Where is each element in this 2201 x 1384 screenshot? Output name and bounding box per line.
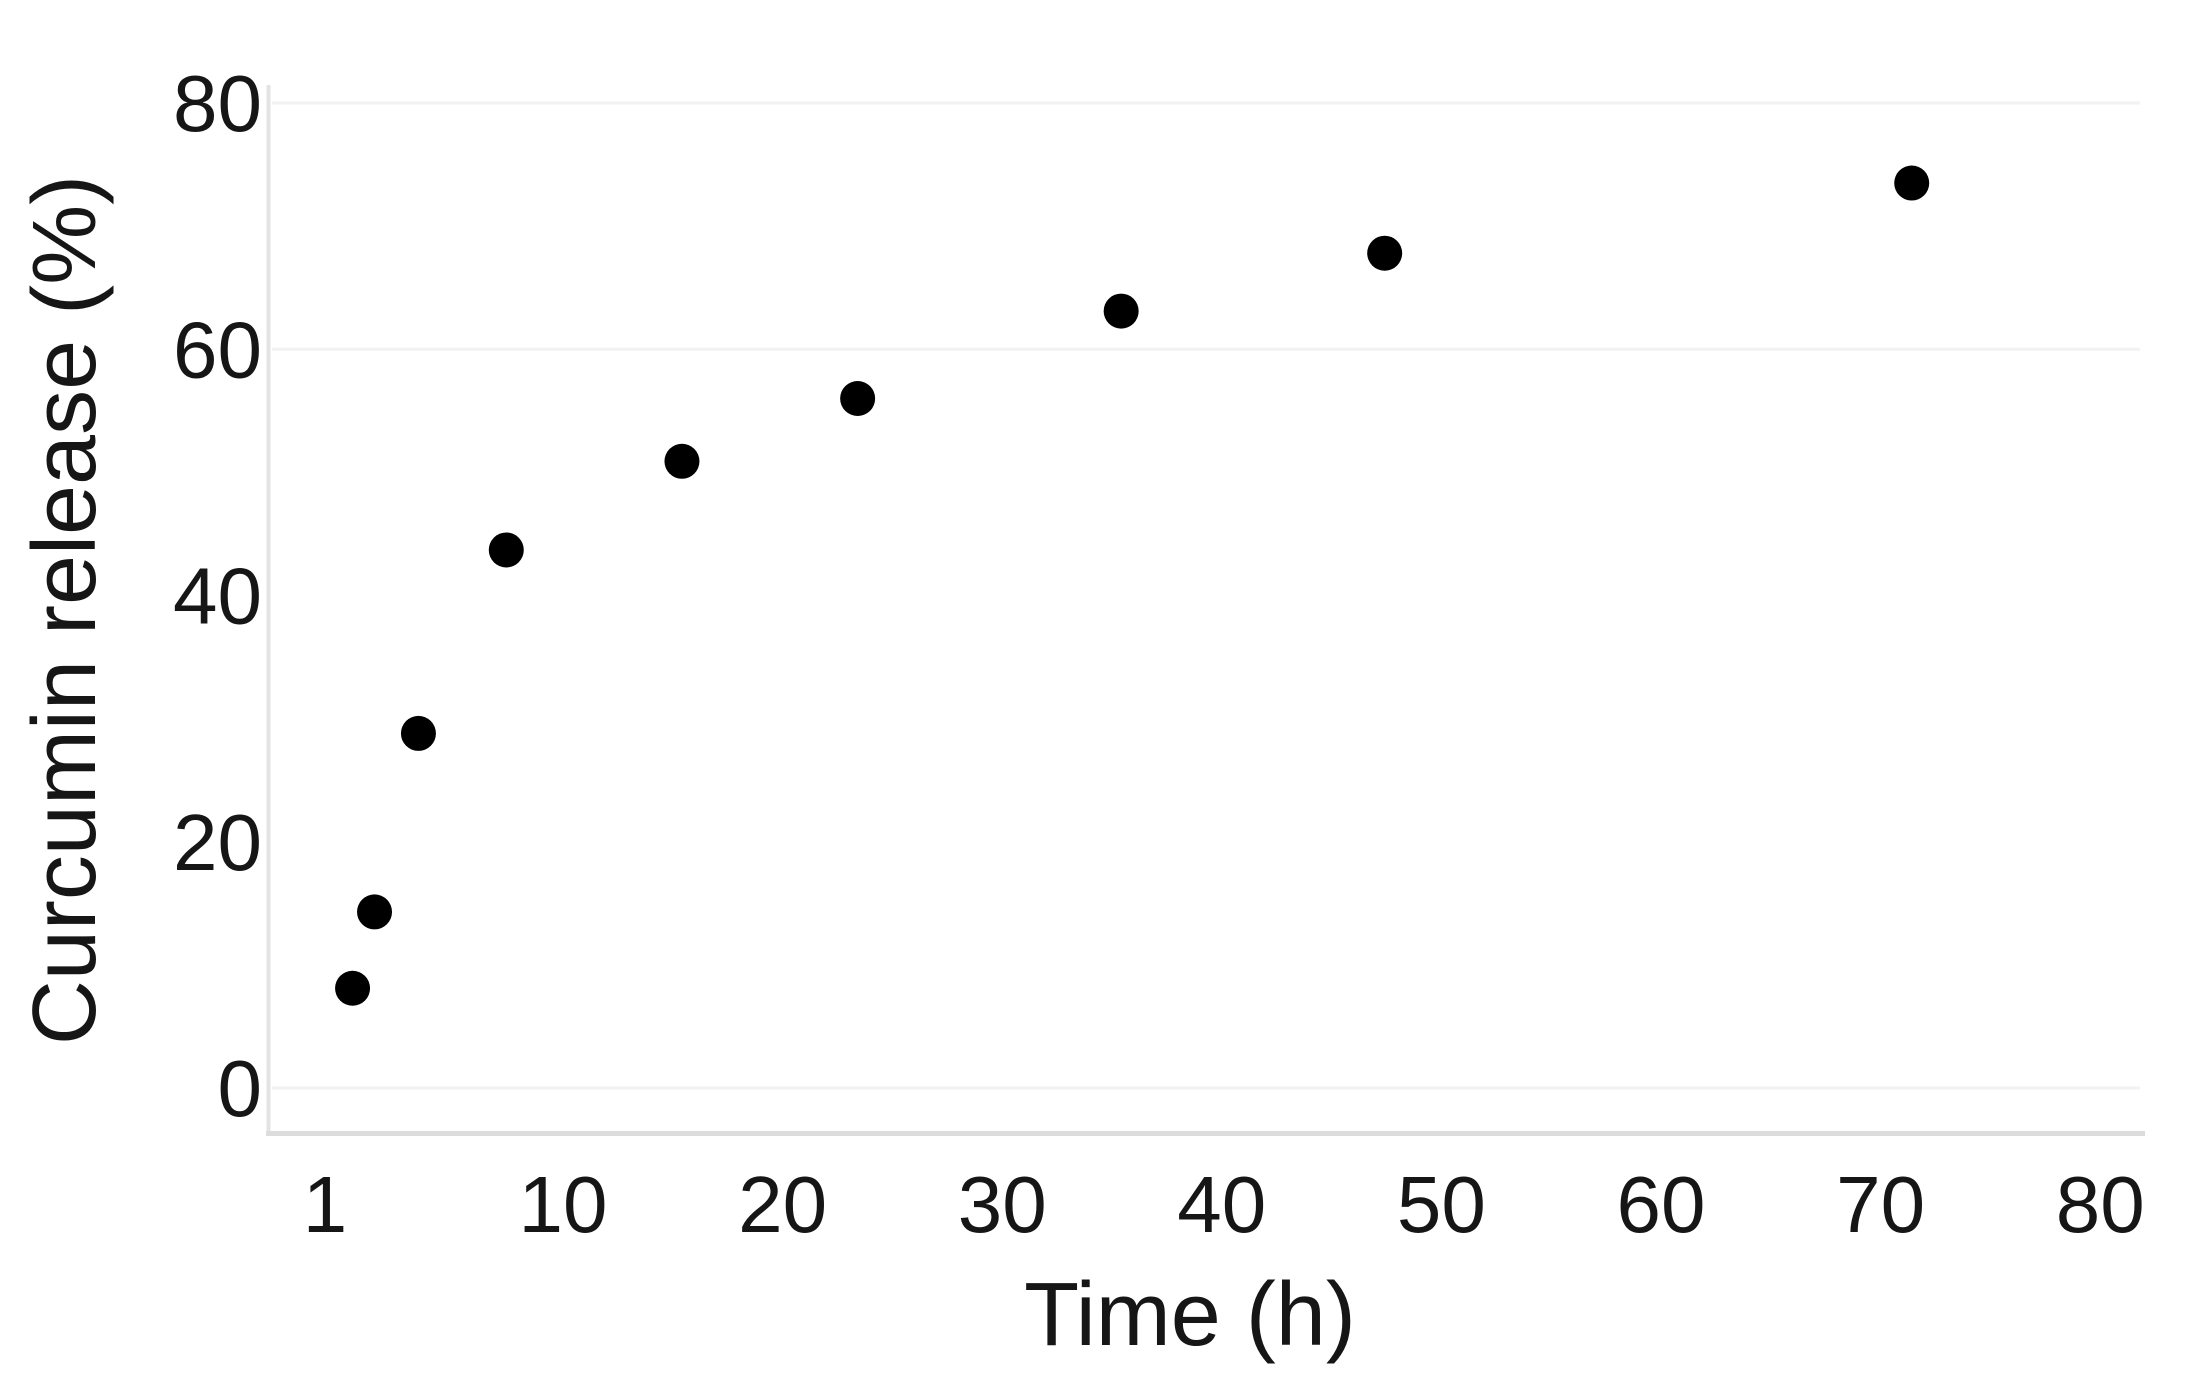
data-point bbox=[400, 715, 436, 751]
y-tick-label: 0 bbox=[218, 1044, 263, 1133]
gridlines bbox=[272, 101, 2140, 1090]
data-point bbox=[1367, 235, 1403, 271]
x-tick-label: 50 bbox=[1397, 1160, 1486, 1249]
x-tick-label: 20 bbox=[738, 1160, 827, 1249]
x-tick-label: 30 bbox=[958, 1160, 1047, 1249]
x-tick-label: 80 bbox=[2056, 1160, 2145, 1249]
x-tick-label: 10 bbox=[519, 1160, 608, 1249]
x-tick-label: 60 bbox=[1617, 1160, 1706, 1249]
data-point bbox=[664, 443, 700, 479]
data-point bbox=[1103, 293, 1139, 329]
y-tick-label: 80 bbox=[173, 59, 262, 148]
data-point bbox=[840, 381, 876, 416]
x-tick-label: 1 bbox=[303, 1160, 348, 1249]
data-point bbox=[488, 532, 524, 568]
data-point bbox=[335, 970, 371, 1006]
axes bbox=[266, 85, 2145, 1136]
data-points bbox=[335, 165, 1930, 1006]
y-tick-label: 40 bbox=[173, 552, 262, 641]
y-axis-tick-labels: 0 20 40 60 80 bbox=[173, 59, 262, 1133]
data-point bbox=[357, 894, 393, 930]
y-tick-label: 60 bbox=[173, 305, 262, 394]
y-axis-title: Curcumin release (%) bbox=[15, 175, 115, 1045]
x-tick-label: 40 bbox=[1177, 1160, 1266, 1249]
x-axis-tick-labels: 1 10 20 30 40 50 60 70 80 bbox=[303, 1160, 2145, 1249]
y-tick-label: 20 bbox=[173, 798, 262, 887]
x-tick-label: 70 bbox=[1836, 1160, 1925, 1249]
data-point bbox=[1894, 165, 1930, 201]
x-axis-title: Time (h) bbox=[1024, 1265, 1356, 1365]
